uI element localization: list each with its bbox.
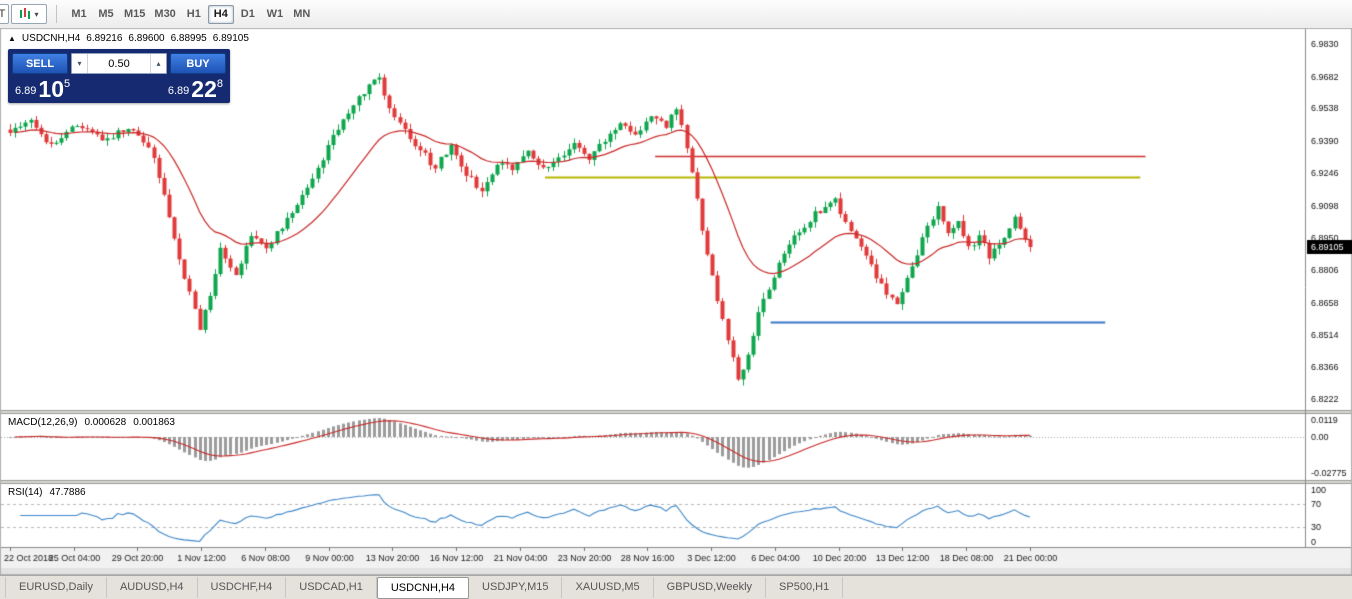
chart-tab-bar: EURUSD,Daily AUDUSD,H4 USDCHF,H4 USDCAD,H1 U… [0, 575, 1352, 599]
chart-tab-USDCNH-H4[interactable]: USDCNH,H4 [376, 576, 470, 599]
candlestick-chart-icon [19, 8, 32, 20]
trade-prices-row: 6.89 10 5 6.89 22 8 [12, 74, 226, 101]
volume-dropdown-button[interactable]: ▾ [72, 54, 88, 73]
symbol-label: USDCNH,H4 [21, 33, 81, 44]
buy-button[interactable]: BUY [170, 53, 226, 74]
ohlc-open: 6.89216 [86, 33, 123, 44]
bid-big-digits: 10 [38, 76, 65, 102]
bid-prefix: 6.89 [15, 85, 37, 97]
volume-control: ▾ 0.50 ▴ [71, 53, 167, 74]
sell-button[interactable]: SELL [12, 53, 68, 74]
ohlc-low: 6.88995 [170, 33, 207, 44]
chevron-down-icon: ▾ [34, 9, 39, 19]
timeframe-button-M15[interactable]: M15 [124, 8, 146, 20]
macd-name: MACD(12,26,9) [8, 417, 78, 428]
rsi-value: 47.7886 [49, 487, 86, 498]
chart-canvas[interactable] [0, 28, 1352, 575]
macd-label: MACD(12,26,9) 0.000628 0.001863 [8, 417, 175, 428]
chart-tab-SP500-H1[interactable]: SP500,H1 [766, 577, 844, 598]
collapse-arrow-icon[interactable]: ▲ [8, 34, 16, 43]
macd-value-signal: 0.001863 [133, 417, 175, 428]
chart-type-button[interactable]: ▾ [11, 4, 47, 24]
timeframe-button-M5[interactable]: M5 [98, 8, 114, 20]
ask-price: 6.89 22 8 [167, 76, 223, 102]
chart-tab-XAUUSD-M5[interactable]: XAUUSD,M5 [562, 577, 654, 598]
ohlc-close: 6.89105 [212, 33, 249, 44]
timeframe-button-H4[interactable]: H4 [207, 4, 234, 24]
ask-pipette: 8 [216, 78, 223, 90]
ohlc-high: 6.89600 [128, 33, 165, 44]
macd-value-main: 0.000628 [84, 417, 127, 428]
volume-stepper-up[interactable]: ▴ [150, 54, 166, 73]
bid-pipette: 5 [64, 78, 71, 90]
chart-tab-GBPUSD-Weekly[interactable]: GBPUSD,Weekly [654, 577, 767, 598]
chart-tab-USDCAD-H1[interactable]: USDCAD,H1 [286, 577, 377, 598]
timeframe-button-M30[interactable]: M30 [154, 8, 176, 20]
rsi-name: RSI(14) [8, 487, 43, 498]
top-toolbar: T ▾ M1 M5 M15 M30 H1 H4 D1 W1 MN [0, 0, 1352, 29]
chart-window: ▲ USDCNH,H4 6.89216 6.89600 6.88995 6.89… [0, 28, 1352, 575]
templates-button[interactable]: T [0, 4, 9, 24]
ask-prefix: 6.89 [167, 85, 190, 97]
toolbar-separator [56, 5, 57, 23]
symbol-ohlc-line: ▲ USDCNH,H4 6.89216 6.89600 6.88995 6.89… [8, 33, 249, 44]
chart-tab-AUDUSD-H4[interactable]: AUDUSD,H4 [107, 577, 198, 598]
timeframe-button-W1[interactable]: W1 [266, 8, 284, 20]
chart-tab-USDCHF-H4[interactable]: USDCHF,H4 [198, 577, 287, 598]
rsi-label: RSI(14) 47.7886 [8, 487, 86, 498]
timeframe-button-H1[interactable]: H1 [186, 8, 201, 20]
timeframe-button-D1[interactable]: D1 [240, 8, 255, 20]
one-click-trading-panel: SELL ▾ 0.50 ▴ BUY 6.89 10 5 6.89 22 8 [8, 49, 230, 103]
ask-big-digits: 22 [191, 76, 217, 102]
chart-tab-USDJPY-M15[interactable]: USDJPY,M15 [469, 577, 563, 598]
chart-tab-EURUSD-Daily[interactable]: EURUSD,Daily [5, 577, 107, 598]
trade-buttons-row: SELL ▾ 0.50 ▴ BUY [12, 53, 226, 74]
timeframe-group: M1 M5 M15 M30 H1 H4 D1 W1 MN [66, 4, 315, 24]
timeframe-button-MN[interactable]: MN [293, 8, 311, 20]
volume-input[interactable]: 0.50 [108, 57, 130, 70]
bid-price: 6.89 10 5 [15, 76, 71, 102]
timeframe-button-M1[interactable]: M1 [71, 8, 87, 20]
